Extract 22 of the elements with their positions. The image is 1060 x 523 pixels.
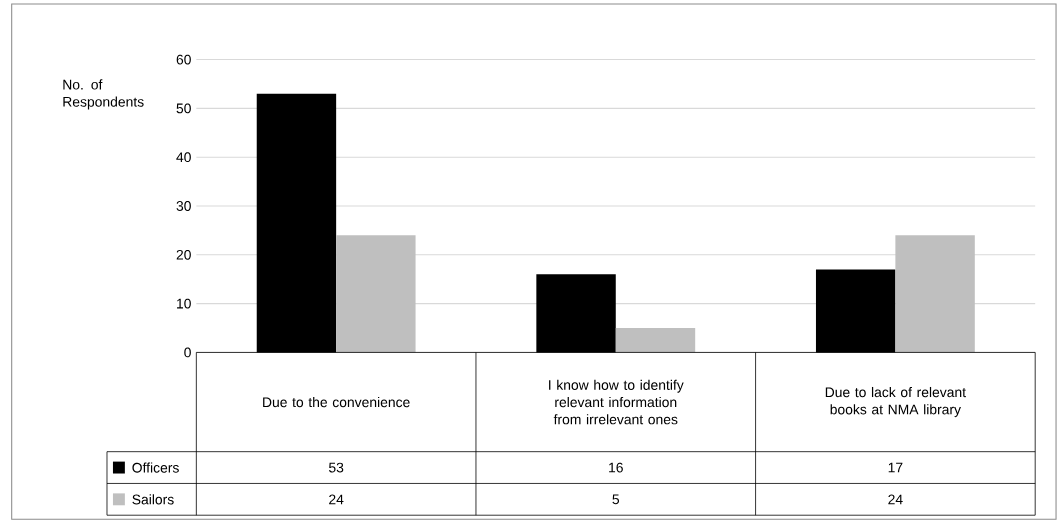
legend-label: Officers (132, 462, 179, 473)
y-tick-label: 30 (176, 201, 191, 211)
data-label: 16 (609, 462, 623, 473)
legend-label: Sailors (132, 494, 174, 505)
data-label: 53 (328, 462, 344, 473)
data-label: 17 (888, 462, 903, 473)
y-tick-label: 50 (176, 103, 191, 114)
x-tick-label: I know how to identify relevant information from irrelevant ones (549, 379, 684, 425)
y-tick-label: 20 (176, 249, 191, 260)
y-axis-title: No. of Respondents (63, 79, 144, 110)
data-label: 24 (329, 494, 344, 505)
y-tick-label: 10 (177, 298, 191, 309)
y-tick-label: 0 (184, 347, 191, 358)
data-label: 24 (888, 494, 903, 505)
y-tick-label: 60 (176, 54, 191, 65)
bar (895, 235, 975, 353)
y-tick-label: 40 (176, 152, 191, 163)
bar (615, 327, 696, 353)
x-tick-label: Due to lack of relevant books at NMA library (825, 386, 966, 418)
data-label: 5 (612, 494, 620, 505)
bar (336, 235, 416, 353)
x-tick-label: Due to the convenience (263, 396, 410, 408)
